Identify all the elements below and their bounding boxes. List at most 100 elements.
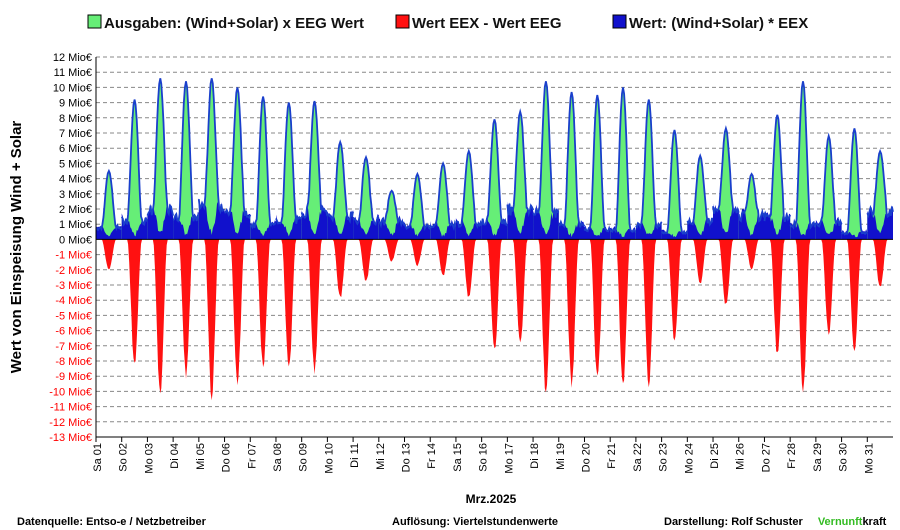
- eex-area-day-12: [378, 215, 405, 240]
- eeg-area-day-8: [276, 102, 302, 240]
- eex-area-day-19: [558, 219, 585, 240]
- plot-area: [95, 57, 894, 438]
- legend: Ausgaben: (Wind+Solar) x EEG Wert Wert E…: [87, 14, 808, 32]
- y-tick-label: -3 Mio€: [55, 280, 92, 292]
- eeg-area-day-23: [661, 130, 688, 240]
- y-tick-label: -7 Mio€: [55, 341, 92, 353]
- eeg-line-day-20: [583, 94, 611, 233]
- y-tick-label: 6 Mio€: [59, 143, 92, 155]
- x-tick-label: Fr 07: [246, 443, 258, 469]
- x-tick-label: Do 27: [761, 443, 773, 472]
- eex-area-day-27: [764, 212, 791, 240]
- diff-area-day-10: [327, 239, 354, 297]
- eeg-line-day-28: [789, 81, 817, 230]
- eeg-line-day-13: [403, 171, 431, 231]
- eeg-line-day-15: [455, 148, 483, 230]
- x-tick-label: Fr 21: [606, 443, 618, 469]
- eeg-line-day-10: [327, 139, 354, 224]
- eex-area-day-3: [147, 203, 174, 240]
- x-tick-label: Di 25: [709, 443, 721, 469]
- eex-area-day-29: [815, 216, 842, 240]
- x-tick-label: Sa 08: [272, 443, 284, 472]
- eeg-line-day-2: [120, 99, 149, 227]
- eeg-area-day-1: [96, 171, 122, 240]
- eeg-area-day-21: [610, 87, 636, 240]
- diff-area-day-16: [481, 239, 508, 349]
- y-tick-label: -1 Mio€: [55, 250, 92, 262]
- eex-area-day-14: [430, 219, 456, 240]
- eeg-line-day-6: [224, 87, 252, 220]
- diff-area-day-23: [661, 239, 688, 341]
- x-tick-label: Sa 29: [812, 443, 824, 472]
- diff-area-day-25: [713, 239, 739, 304]
- diff-area-day-11: [353, 239, 379, 281]
- eeg-area-day-27: [764, 114, 791, 240]
- eex-area-day-23: [661, 229, 688, 240]
- eex-area-day-9: [301, 204, 328, 240]
- eeg-line-day-31: [866, 148, 894, 219]
- x-tick-label: Mi 19: [555, 443, 567, 470]
- eex-area-day-30: [841, 229, 868, 240]
- y-tick-label: 8 Mio€: [59, 113, 92, 125]
- y-tick-label: -11 Mio€: [50, 402, 92, 414]
- y-tick-label: 9 Mio€: [59, 98, 92, 110]
- x-tick-label: So 30: [838, 443, 850, 472]
- y-tick-label: 4 Mio€: [59, 174, 92, 186]
- diff-area-day-14: [430, 239, 456, 276]
- eex-area-day-5: [198, 197, 225, 240]
- eeg-area-day-16: [481, 119, 508, 240]
- eeg-area-day-29: [815, 136, 842, 240]
- diff-area-day-17: [507, 239, 534, 343]
- y-tick-label: 11 Mio€: [54, 67, 92, 79]
- diff-area-day-24: [687, 239, 713, 284]
- eex-area-day-25: [713, 203, 739, 240]
- x-tick-label: Mo 24: [683, 443, 695, 474]
- eex-area-day-2: [121, 213, 148, 240]
- eex-area-day-31: [867, 205, 893, 240]
- x-tick-label: Mi 26: [735, 443, 747, 470]
- eeg-line-day-9: [300, 100, 329, 220]
- footer-brand-black: kraft: [862, 516, 886, 528]
- eeg-line-day-16: [480, 119, 508, 227]
- x-tick-label: Mo 10: [323, 443, 335, 474]
- eex-area-day-6: [224, 208, 251, 240]
- x-tick-label: Di 18: [529, 443, 541, 469]
- diff-area-day-5: [198, 239, 225, 401]
- y-tick-label: 3 Mio€: [59, 189, 92, 201]
- eeg-line-day-25: [712, 125, 740, 215]
- eex-area-day-18: [533, 204, 559, 240]
- x-tick-label: Fr 14: [426, 443, 438, 469]
- diff-area-day-18: [533, 239, 559, 393]
- x-tick-label: Mi 12: [375, 443, 387, 470]
- y-tick-label: -9 Mio€: [55, 371, 92, 383]
- eeg-line-day-8: [275, 102, 303, 225]
- x-tick-label: Mi 05: [195, 443, 207, 470]
- eeg-line-day-26: [737, 172, 766, 223]
- legend-swatch-eex: [612, 14, 627, 29]
- legend-swatch-eeg: [87, 14, 102, 29]
- eeg-line-day-29: [815, 132, 843, 228]
- eeg-area-day-6: [224, 87, 251, 240]
- x-tick-label: Mo 17: [503, 443, 515, 474]
- eeg-line-day-14: [429, 160, 457, 231]
- eeg-line-day-5: [197, 78, 225, 215]
- eex-area-day-17: [507, 201, 534, 240]
- diff-area-day-20: [584, 239, 611, 376]
- diff-area-day-6: [224, 239, 251, 386]
- x-tick-label: So 23: [658, 443, 670, 472]
- diff-area-day-28: [790, 239, 816, 393]
- y-tick-label: 5 Mio€: [59, 158, 92, 170]
- y-tick-label: -4 Mio€: [55, 295, 92, 307]
- diff-area-day-3: [147, 239, 174, 394]
- eeg-area-day-19: [558, 92, 585, 240]
- y-tick-labels: 12 Mio€ 11 Mio€ 10 Mio€ 9 Mio€ 8 Mio€ 7 Mio€ 6…: [49, 52, 92, 444]
- y-tick-label: 7 Mio€: [59, 128, 92, 140]
- footer-resolution: Auflösung: Viertelstundenwerte: [392, 516, 558, 528]
- eeg-line-day-7: [249, 96, 277, 230]
- eeg-area-day-2: [121, 99, 148, 240]
- legend-swatch-diff: [395, 14, 410, 29]
- eeg-area-day-18: [533, 81, 559, 240]
- y-tick-label: -13 Mio€: [49, 432, 92, 444]
- x-tick-label: Di 11: [349, 443, 361, 468]
- x-tick-label: Sa 01: [92, 443, 104, 472]
